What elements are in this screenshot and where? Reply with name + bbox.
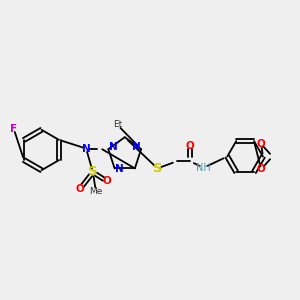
- Text: O: O: [257, 139, 266, 149]
- Text: O: O: [103, 176, 111, 186]
- Text: N: N: [132, 142, 141, 152]
- Text: S: S: [88, 165, 98, 178]
- Text: F: F: [10, 124, 17, 134]
- Text: NH: NH: [196, 163, 211, 173]
- Text: S: S: [153, 162, 162, 175]
- Text: O: O: [76, 184, 85, 194]
- Text: O: O: [186, 140, 194, 151]
- Text: O: O: [257, 164, 266, 174]
- Text: N: N: [115, 164, 124, 174]
- Text: N: N: [109, 142, 118, 152]
- Text: N: N: [82, 143, 91, 154]
- Text: Et: Et: [113, 120, 122, 129]
- Text: Me: Me: [89, 187, 103, 196]
